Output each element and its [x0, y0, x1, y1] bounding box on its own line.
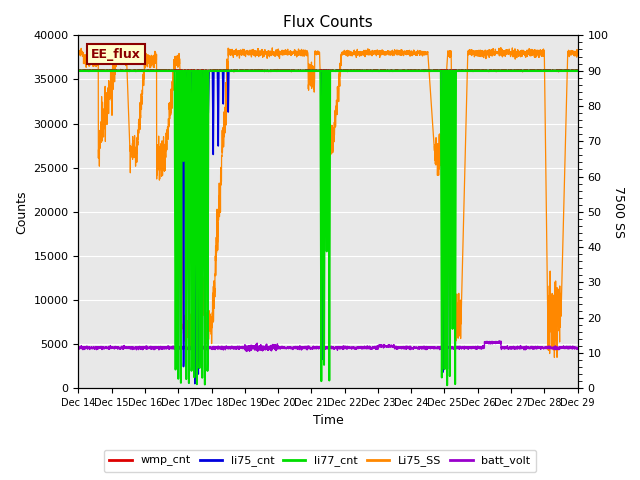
- Y-axis label: Counts: Counts: [15, 190, 28, 234]
- Y-axis label: 7500 SS: 7500 SS: [612, 186, 625, 238]
- Title: Flux Counts: Flux Counts: [283, 15, 373, 30]
- Legend: wmp_cnt, li75_cnt, li77_cnt, Li75_SS, batt_volt: wmp_cnt, li75_cnt, li77_cnt, Li75_SS, ba…: [104, 450, 536, 472]
- X-axis label: Time: Time: [312, 414, 344, 427]
- Text: EE_flux: EE_flux: [91, 48, 141, 60]
